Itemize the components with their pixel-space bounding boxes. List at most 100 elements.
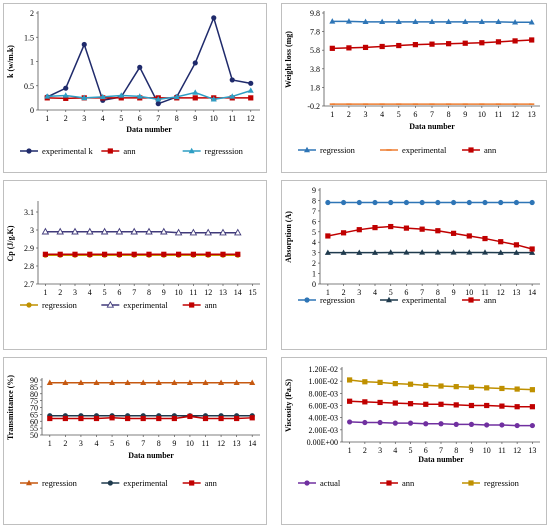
x-tick-label: 7: [439, 446, 443, 455]
x-tick-label: 12: [513, 446, 521, 455]
series-0: [329, 18, 535, 25]
data-point: [211, 15, 217, 21]
y-tick-label: 9: [312, 186, 316, 195]
y-tick-label: 7.8: [310, 28, 320, 37]
data-point: [466, 199, 472, 206]
data-point: [176, 251, 182, 257]
data-point: [325, 233, 331, 239]
data-point: [377, 419, 383, 426]
data-point: [407, 420, 414, 426]
x-tick-label: 8: [454, 446, 458, 455]
legend-swatch-marker: [468, 147, 474, 153]
data-point: [145, 227, 153, 235]
x-axis-title: Data number: [409, 122, 455, 131]
y-tick-label: 1.00E-02: [308, 377, 338, 386]
data-point: [419, 226, 425, 232]
x-tick-label: 6: [117, 288, 121, 297]
legend-label: experimental: [402, 145, 447, 155]
data-point: [140, 415, 146, 422]
legend-item: ann: [101, 146, 136, 156]
x-tick-label: 3: [357, 288, 361, 297]
x-tick-label: 2: [58, 288, 62, 297]
x-tick-label: 4: [373, 288, 377, 297]
data-point: [171, 379, 178, 385]
data-point: [102, 251, 108, 257]
data-point: [450, 249, 457, 255]
x-tick-label: 3: [73, 288, 77, 297]
legend-swatch-marker: [189, 302, 195, 308]
y-tick-label: 4.00E-03: [308, 414, 338, 423]
data-point: [356, 199, 362, 206]
x-tick-label: 12: [247, 114, 255, 123]
data-point: [512, 38, 518, 44]
y-tick-label: 90: [30, 376, 38, 385]
x-tick-label: 8: [447, 110, 451, 119]
x-tick-label: 5: [110, 439, 114, 448]
data-point: [498, 199, 504, 206]
x-tick-label: 8: [157, 439, 161, 448]
data-point: [403, 225, 410, 231]
data-point: [512, 19, 519, 25]
x-tick-label: 12: [217, 439, 225, 448]
x-tick-label: 6: [404, 288, 408, 297]
legend-item: experimental: [101, 478, 168, 488]
data-point: [118, 92, 125, 98]
data-point: [468, 384, 475, 390]
y-tick-label: 1.5: [24, 33, 34, 42]
data-point: [387, 249, 394, 255]
data-point: [192, 95, 198, 101]
x-tick-label: 14: [528, 288, 536, 297]
legend-item: experimental: [380, 145, 447, 155]
series-2: [347, 377, 535, 393]
data-point: [513, 242, 520, 248]
data-point: [131, 251, 137, 257]
x-tick-label: 8: [436, 288, 440, 297]
data-point: [514, 404, 520, 410]
y-tick-label: 1.20E-02: [308, 365, 338, 374]
data-point: [229, 77, 235, 83]
chart-panel-transmittance: 50 55 60 65 70 75 80 85 90 1 2 3 4 5 6 7 8 9 10 11 12 13 14 Dat…: [3, 357, 267, 525]
data-point: [205, 251, 211, 257]
x-tick-label: 9: [193, 114, 197, 123]
data-point: [435, 228, 441, 234]
y-tick-label: 2.9: [24, 244, 34, 253]
x-tick-label: 5: [397, 110, 401, 119]
data-point: [419, 249, 426, 255]
data-point: [218, 415, 224, 422]
chart-panel-weight: -0.2 1.8 3.8 5.8 7.8 9.8 1 2 3 4 5 6 7 8 9 10 11 12 13 Data…: [281, 3, 547, 173]
legend-item: ann: [462, 145, 497, 155]
x-tick-label: 4: [88, 288, 92, 297]
chart-panel-cp: 2.7 2.8 2.9 3 3.1 1 2 3 4 5 6 7 8 9 10 11 12 13 14 15 Cp (J/…: [3, 180, 267, 350]
data-point: [434, 249, 441, 255]
data-point: [529, 37, 535, 43]
data-point: [136, 93, 143, 99]
data-point: [233, 379, 240, 385]
x-tick-label: 3: [79, 439, 83, 448]
data-point: [453, 384, 459, 390]
legend-item: ann: [182, 300, 218, 310]
data-point: [81, 94, 88, 101]
legend: regression experimental ann: [20, 300, 218, 310]
y-axis-title: Weight loss (mg): [284, 31, 293, 88]
data-point: [186, 379, 193, 385]
x-tick-label: 10: [210, 114, 218, 123]
x-axis-title: Data number: [418, 455, 464, 464]
data-point: [247, 87, 254, 93]
x-tick-label: 7: [430, 110, 434, 119]
data-point: [482, 235, 488, 242]
data-point: [124, 379, 131, 385]
legend-item: experimental k: [20, 146, 93, 156]
y-tick-label: 85: [30, 383, 38, 392]
legend-swatch-marker: [26, 302, 32, 308]
y-axis-title: k (w/m.k): [6, 45, 15, 78]
data-point: [453, 421, 459, 427]
x-tick-label: 2: [64, 114, 68, 123]
data-point: [325, 199, 331, 206]
data-point: [109, 379, 116, 385]
data-point: [234, 415, 240, 422]
y-axis-title: Cp (J/g.K): [6, 225, 15, 261]
data-point: [192, 60, 198, 66]
data-point: [462, 18, 469, 25]
data-point: [377, 399, 383, 406]
data-point: [392, 400, 398, 406]
